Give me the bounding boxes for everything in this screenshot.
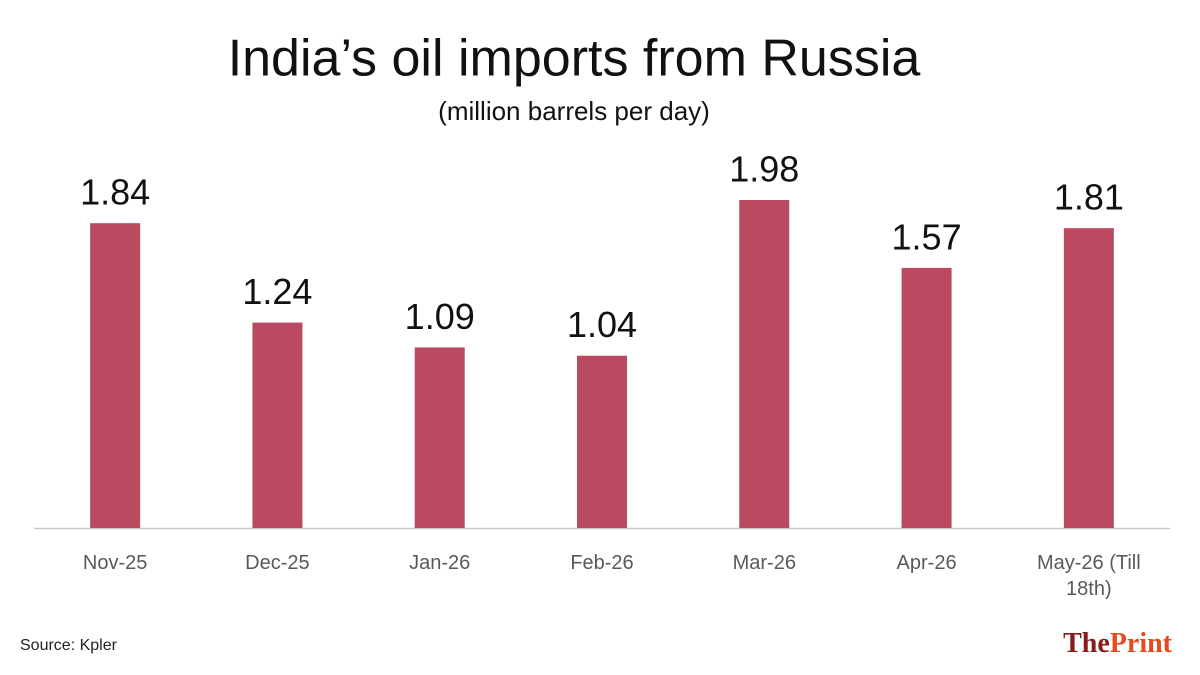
source: Source: Kpler bbox=[20, 637, 117, 654]
x-tick-label: May-26 (Till 18th) bbox=[1036, 552, 1141, 600]
value-label: 1.04 bbox=[567, 304, 637, 345]
x-tick-label: Jan-26 bbox=[409, 552, 471, 574]
value-label: 1.98 bbox=[729, 149, 799, 190]
bar bbox=[414, 347, 465, 528]
value-label: 1.57 bbox=[892, 216, 962, 257]
x-tick-label: Nov-25 bbox=[82, 552, 148, 574]
bar bbox=[577, 355, 627, 528]
logo: ThePrint bbox=[1063, 628, 1172, 660]
value-label: 1.81 bbox=[1054, 177, 1124, 218]
x-tick-label: Feb-26 bbox=[570, 552, 634, 574]
chart-subtitle: (million barrels per day) bbox=[438, 96, 710, 126]
x-tick-label: Dec-25 bbox=[245, 552, 310, 574]
value-label: 1.84 bbox=[80, 172, 150, 213]
bar bbox=[901, 267, 952, 528]
bar bbox=[1063, 228, 1114, 528]
value-label: 1.24 bbox=[242, 271, 312, 312]
bar bbox=[739, 200, 790, 528]
logo-the: The bbox=[1063, 628, 1110, 659]
bar bbox=[252, 322, 303, 528]
x-tick-label: Mar-26 bbox=[732, 552, 796, 574]
value-label: 1.09 bbox=[405, 296, 475, 337]
chart-title: India’s oil imports from Russia bbox=[228, 30, 921, 88]
bar bbox=[90, 223, 141, 528]
logo-print: Print bbox=[1109, 628, 1172, 659]
x-tick-label: Apr-26 bbox=[896, 552, 957, 574]
